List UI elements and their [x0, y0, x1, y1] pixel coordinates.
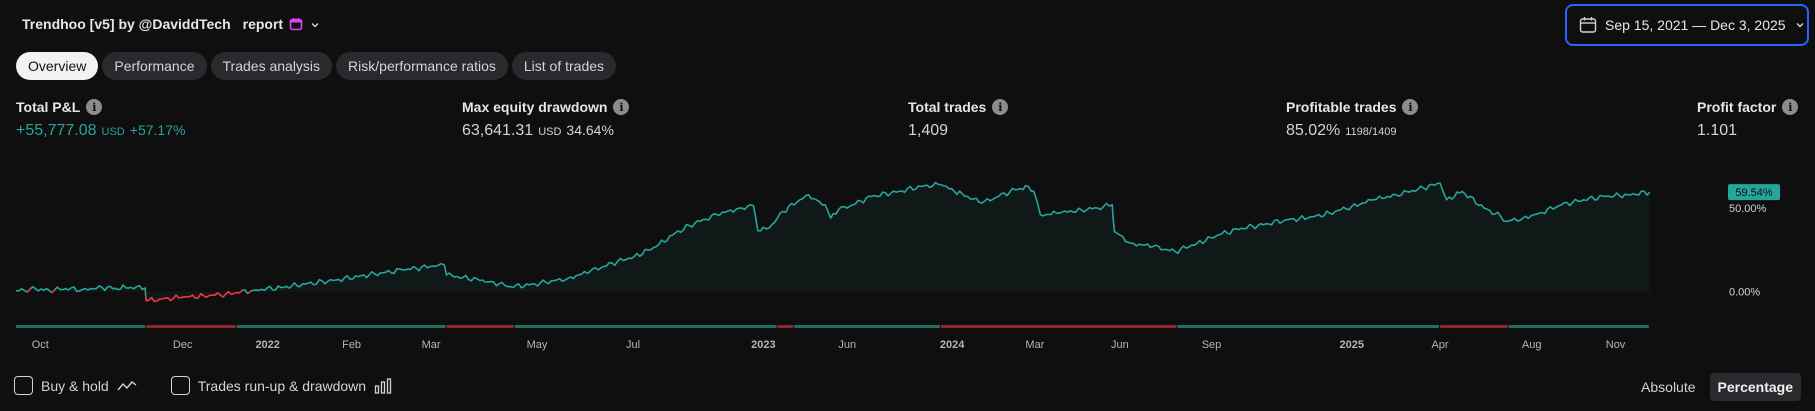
equity-line-negative [26, 288, 31, 293]
x-tick-label: 2022 [255, 339, 279, 351]
x-tick-label: Dec [173, 339, 193, 351]
x-tick-label: Sep [1202, 339, 1222, 351]
x-tick-label: 2024 [940, 339, 965, 351]
percentage-toggle[interactable]: Percentage [1709, 373, 1801, 401]
equity-line-negative [247, 290, 252, 295]
report-label: report [242, 16, 284, 32]
metric-max-equity-drawdown: Max equity drawdown i 63,641.31 USD 34.64… [462, 98, 630, 140]
tab-trades-analysis[interactable]: Trades analysis [210, 52, 333, 80]
equity-line-positive [250, 181, 1651, 292]
x-tick-label: 2025 [1339, 339, 1363, 351]
metric-unit: USD [538, 126, 562, 138]
runup-drawdown-checkbox[interactable]: Trades run-up & drawdown [170, 376, 392, 395]
bar-chart-icon [374, 377, 392, 394]
scale-toggle: Absolute Percentage [1633, 373, 1801, 401]
strategy-name: Trendhoo [v5] by @DaviddTech [22, 16, 231, 32]
metric-value: 1.101 [1697, 122, 1738, 139]
metric-label: Total trades [908, 99, 987, 115]
checkbox-box[interactable] [14, 376, 33, 395]
tab-performance[interactable]: Performance [102, 52, 207, 80]
x-tick-label: Aug [1522, 339, 1542, 351]
metric-label: Max equity drawdown [462, 99, 608, 115]
chevron-down-icon[interactable] [309, 18, 321, 30]
metric-value: 85.02% [1286, 122, 1341, 139]
x-tick-label: May [527, 339, 548, 351]
buy-hold-checkbox[interactable]: Buy & hold [14, 376, 137, 395]
metric-unit: USD [101, 126, 125, 138]
trade-strip-segment [146, 325, 236, 328]
metric-percent: +57.17% [129, 122, 186, 138]
metric-percent: 34.64% [566, 122, 614, 138]
trade-strip-segment [1177, 325, 1440, 328]
equity-line-positive [15, 288, 28, 293]
tab-overview[interactable]: Overview [16, 52, 99, 80]
x-tick-label: Jun [838, 339, 856, 351]
line-chart-icon [117, 380, 137, 390]
x-tick-label: Mar [422, 339, 441, 351]
report-tabs: Overview Performance Trades analysis Ris… [16, 52, 617, 80]
metric-value: +55,777.08 [16, 122, 97, 139]
chevron-down-icon [1796, 23, 1804, 28]
metric-value: 1,409 [908, 122, 949, 139]
info-icon[interactable]: i [1402, 99, 1419, 115]
date-range-picker[interactable]: Sep 15, 2021 — Dec 3, 2025 [1565, 4, 1809, 46]
trade-strip-segment [941, 325, 1177, 328]
info-icon[interactable]: i [613, 99, 630, 115]
runup-drawdown-label: Trades run-up & drawdown [197, 377, 367, 394]
metric-label: Profit factor [1697, 99, 1777, 115]
info-icon[interactable]: i [1782, 99, 1799, 115]
equity-line-negative [51, 289, 56, 294]
metric-ratio: 1198/1409 [1345, 126, 1397, 138]
tab-list-of-trades[interactable]: List of trades [511, 52, 617, 80]
metric-value: 63,641.31 [462, 122, 534, 139]
metric-label: Profitable trades [1286, 99, 1397, 115]
trade-strip-segment [16, 325, 146, 328]
x-tick-label: Jun [1111, 339, 1129, 351]
equity-line-positive [242, 289, 249, 295]
x-tick-label: Jul [626, 339, 640, 351]
trade-strip-segment [446, 325, 514, 328]
checkbox-box[interactable] [170, 376, 190, 395]
strategy-report-title[interactable]: Trendhoo [v5] by @DaviddTech report [16, 12, 321, 36]
trade-strip-segment [514, 325, 777, 328]
y-tick-label: 50.00% [1729, 203, 1767, 215]
last-value-badge [1728, 184, 1780, 201]
absolute-toggle[interactable]: Absolute [1641, 379, 1696, 395]
y-tick-label: 0.00% [1729, 287, 1760, 299]
trade-strip-segment [1508, 325, 1649, 328]
metric-label: Total P&L [16, 99, 81, 115]
metric-profitable-trades: Profitable trades i 85.02% 1198/1409 [1286, 98, 1419, 140]
x-tick-label: Nov [1606, 339, 1626, 351]
x-tick-label: Feb [342, 339, 361, 351]
equity-line-negative [144, 289, 243, 303]
equity-chart[interactable]: 0.00% 50.00% 59.54% Oct Dec 2022 Feb Mar May Jul 2… [0, 150, 1815, 360]
equity-area-fill [16, 183, 1650, 301]
trade-strip-segment [236, 325, 446, 328]
metric-profit-factor: Profit factor i 1.101 [1697, 98, 1799, 140]
buy-hold-label: Buy & hold [41, 377, 109, 394]
chart-options: Buy & hold Trades run-up & drawdown [14, 376, 392, 395]
x-tick-label: Apr [1431, 339, 1448, 351]
equity-line-positive [29, 286, 53, 294]
tab-risk-performance-ratios[interactable]: Risk/performance ratios [336, 52, 508, 80]
calendar-badge-icon [289, 17, 303, 31]
trade-strip-segment [777, 325, 794, 328]
trade-strip-segment [794, 325, 941, 328]
info-icon[interactable]: i [86, 99, 103, 115]
x-tick-label: Oct [32, 339, 49, 351]
metric-total-trades: Total trades i 1,409 [908, 98, 1009, 140]
metric-total-pnl: Total P&L i +55,777.08 USD +57.17% [16, 98, 185, 140]
last-value-label: 59.54% [1735, 187, 1773, 199]
trade-strip-segment [1440, 325, 1508, 328]
info-icon[interactable]: i [992, 99, 1009, 115]
equity-line-positive [54, 284, 147, 297]
x-tick-label: 2023 [751, 339, 775, 351]
calendar-icon [1579, 17, 1597, 33]
date-range-label: Sep 15, 2021 — Dec 3, 2025 [1605, 17, 1786, 33]
x-tick-label: Mar [1025, 339, 1044, 351]
